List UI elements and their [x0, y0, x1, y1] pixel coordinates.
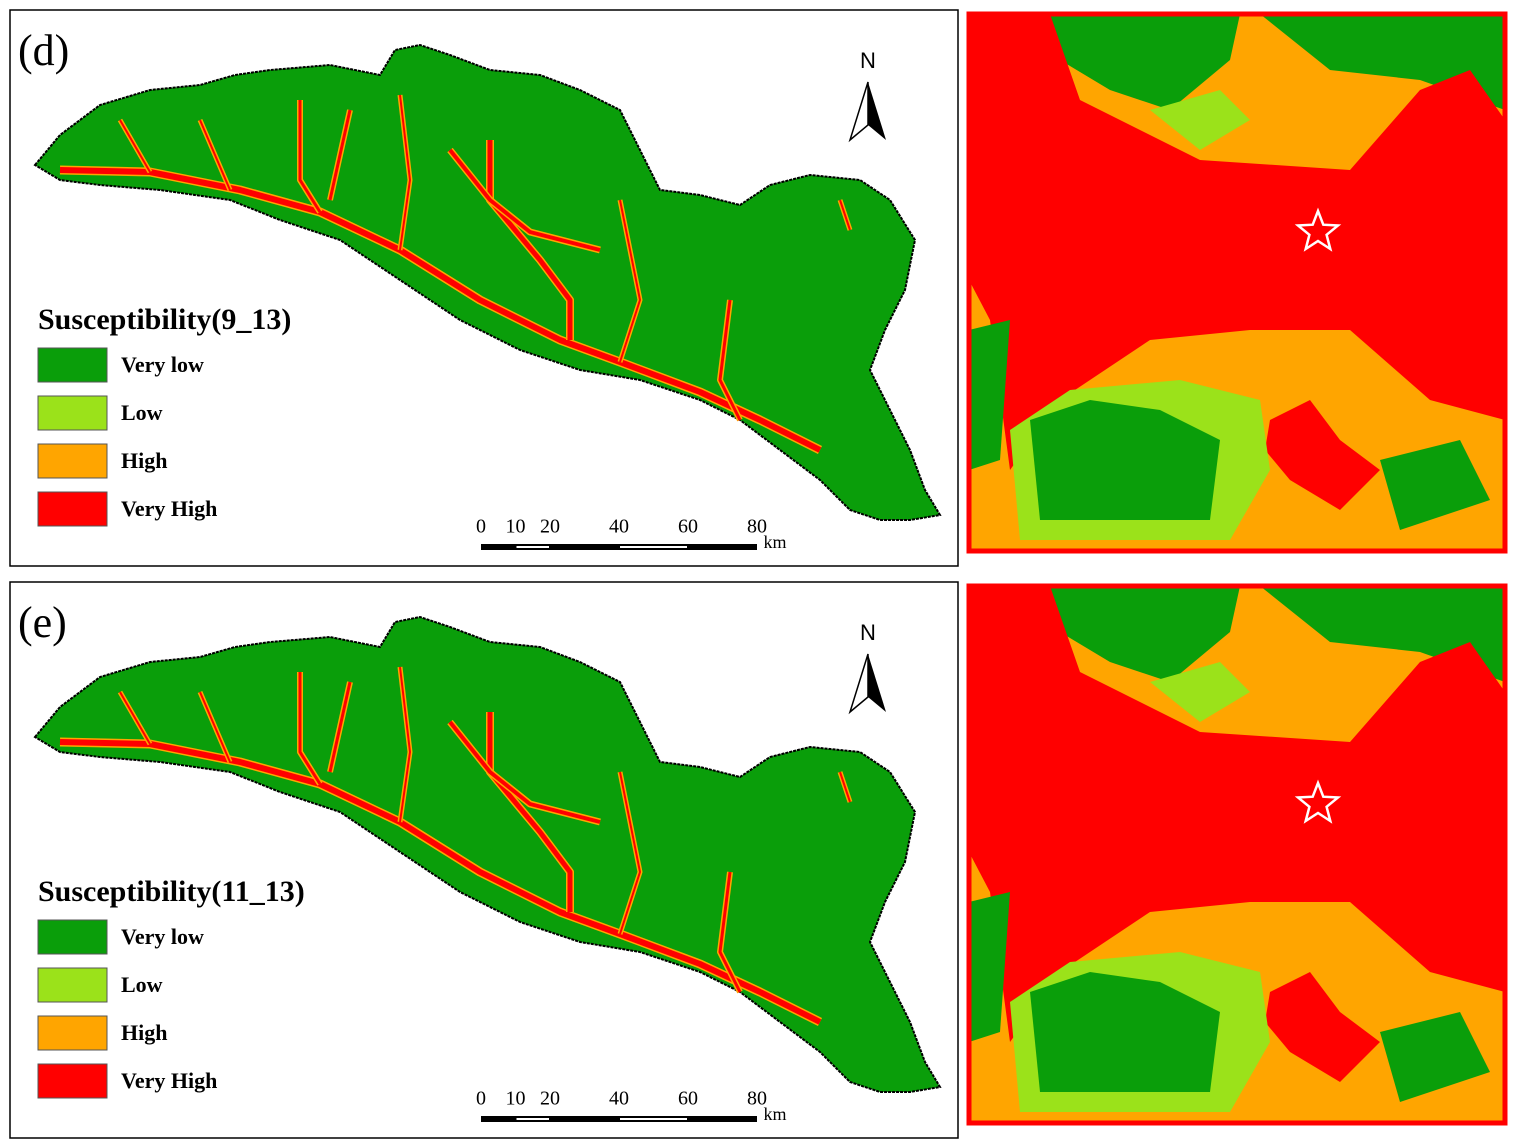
star-marker: [1294, 779, 1342, 824]
scale-label: 10: [506, 1088, 526, 1110]
scale-label: 80: [747, 516, 767, 538]
inset-green-bottom: [1030, 972, 1220, 1092]
valley-very-high: [119, 691, 151, 745]
legend-swatch: [37, 395, 108, 431]
legend-swatch: [37, 491, 108, 527]
legend-label: Low: [121, 400, 163, 425]
scale-label: 80: [747, 1088, 767, 1110]
valley-very-high: [619, 771, 641, 935]
legend-label: Very High: [121, 496, 217, 521]
inset-green-top: [1050, 586, 1240, 682]
inset-green-br: [1380, 440, 1490, 530]
inset-green-bottom: [1030, 400, 1220, 520]
inset-low-top: [1150, 90, 1250, 150]
valley-very-high: [298, 100, 322, 213]
legend-swatch: [37, 967, 108, 1003]
scale-bar: [481, 1116, 757, 1122]
inset-red-band: [969, 14, 1505, 470]
scale-label: 20: [540, 516, 560, 538]
scale-segment: [620, 1118, 687, 1120]
inset-green-left: [969, 892, 1010, 1042]
inset-frame: [966, 11, 1508, 554]
legend-title: Susceptibility(9_13): [38, 303, 291, 336]
valley-very-high: [328, 681, 352, 773]
valley-very-high: [448, 720, 601, 824]
scale-label: 60: [678, 1088, 698, 1110]
valley-very-high: [59, 167, 822, 453]
inset-green-br: [1380, 1012, 1490, 1102]
scale-segment: [516, 546, 549, 548]
valley-very-high: [839, 199, 851, 231]
scale-unit: km: [763, 532, 786, 552]
valley-very-high: [718, 871, 742, 993]
north-label: N: [860, 620, 876, 645]
valley-very-high: [399, 666, 411, 823]
inset-low-top: [1150, 662, 1250, 722]
inset-red-blob: [1265, 972, 1380, 1082]
scale-label: 40: [609, 516, 629, 538]
north-arrow-right: [868, 654, 886, 712]
legend-swatch: [37, 1015, 108, 1051]
star-marker: [1294, 207, 1342, 252]
legend-swatch: [37, 347, 108, 383]
valley-very-high: [619, 199, 641, 363]
scale-bar: [481, 544, 757, 550]
scale-label: 0: [476, 516, 486, 538]
scale-segment: [516, 1118, 549, 1120]
inset-red-band: [969, 586, 1505, 1042]
scale-label: 60: [678, 516, 698, 538]
valley-very-high: [199, 691, 231, 763]
scale-label: 40: [609, 1088, 629, 1110]
north-arrow-right: [868, 82, 886, 140]
valley-very-high: [718, 299, 742, 421]
inset-frame: [966, 583, 1508, 1126]
legend-swatch: [37, 919, 108, 955]
legend-label: Low: [121, 972, 163, 997]
legend-label: High: [121, 1020, 167, 1045]
legend-label: Very low: [121, 924, 204, 949]
valley-very-high: [399, 94, 411, 251]
panel: (e) N Susceptibility(11_13) Very low Low High…: [9, 581, 1508, 1139]
legend-label: Very low: [121, 352, 204, 377]
valley-very-high: [199, 119, 231, 191]
valley-very-high: [487, 712, 573, 912]
valley-very-high: [448, 148, 601, 252]
legend-label: Very High: [121, 1068, 217, 1093]
valley-very-high: [59, 739, 822, 1025]
panel: (d) N Susceptibility(9_13) Very low Low High V…: [9, 9, 1508, 567]
inset-green-top: [1050, 14, 1240, 110]
valley-very-high: [298, 672, 322, 785]
inset-red-blob: [1265, 400, 1380, 510]
legend-swatch: [37, 443, 108, 479]
legend-label: High: [121, 448, 167, 473]
inset-green-left: [969, 320, 1010, 470]
scale-label: 0: [476, 1088, 486, 1110]
valley-very-high: [487, 140, 573, 340]
valley-very-high: [328, 109, 352, 201]
legend-swatch: [37, 1063, 108, 1099]
panel-label: (d): [18, 26, 69, 75]
inset: [966, 583, 1508, 1126]
valley-very-high: [839, 771, 851, 803]
scale-segment: [620, 546, 687, 548]
north-label: N: [860, 48, 876, 73]
legend-title: Susceptibility(11_13): [38, 875, 305, 908]
scale-unit: km: [763, 1104, 786, 1124]
valley-very-high: [119, 119, 151, 173]
inset: [966, 11, 1508, 554]
scale-label: 10: [506, 516, 526, 538]
scale-label: 20: [540, 1088, 560, 1110]
panel-label: (e): [18, 598, 67, 647]
